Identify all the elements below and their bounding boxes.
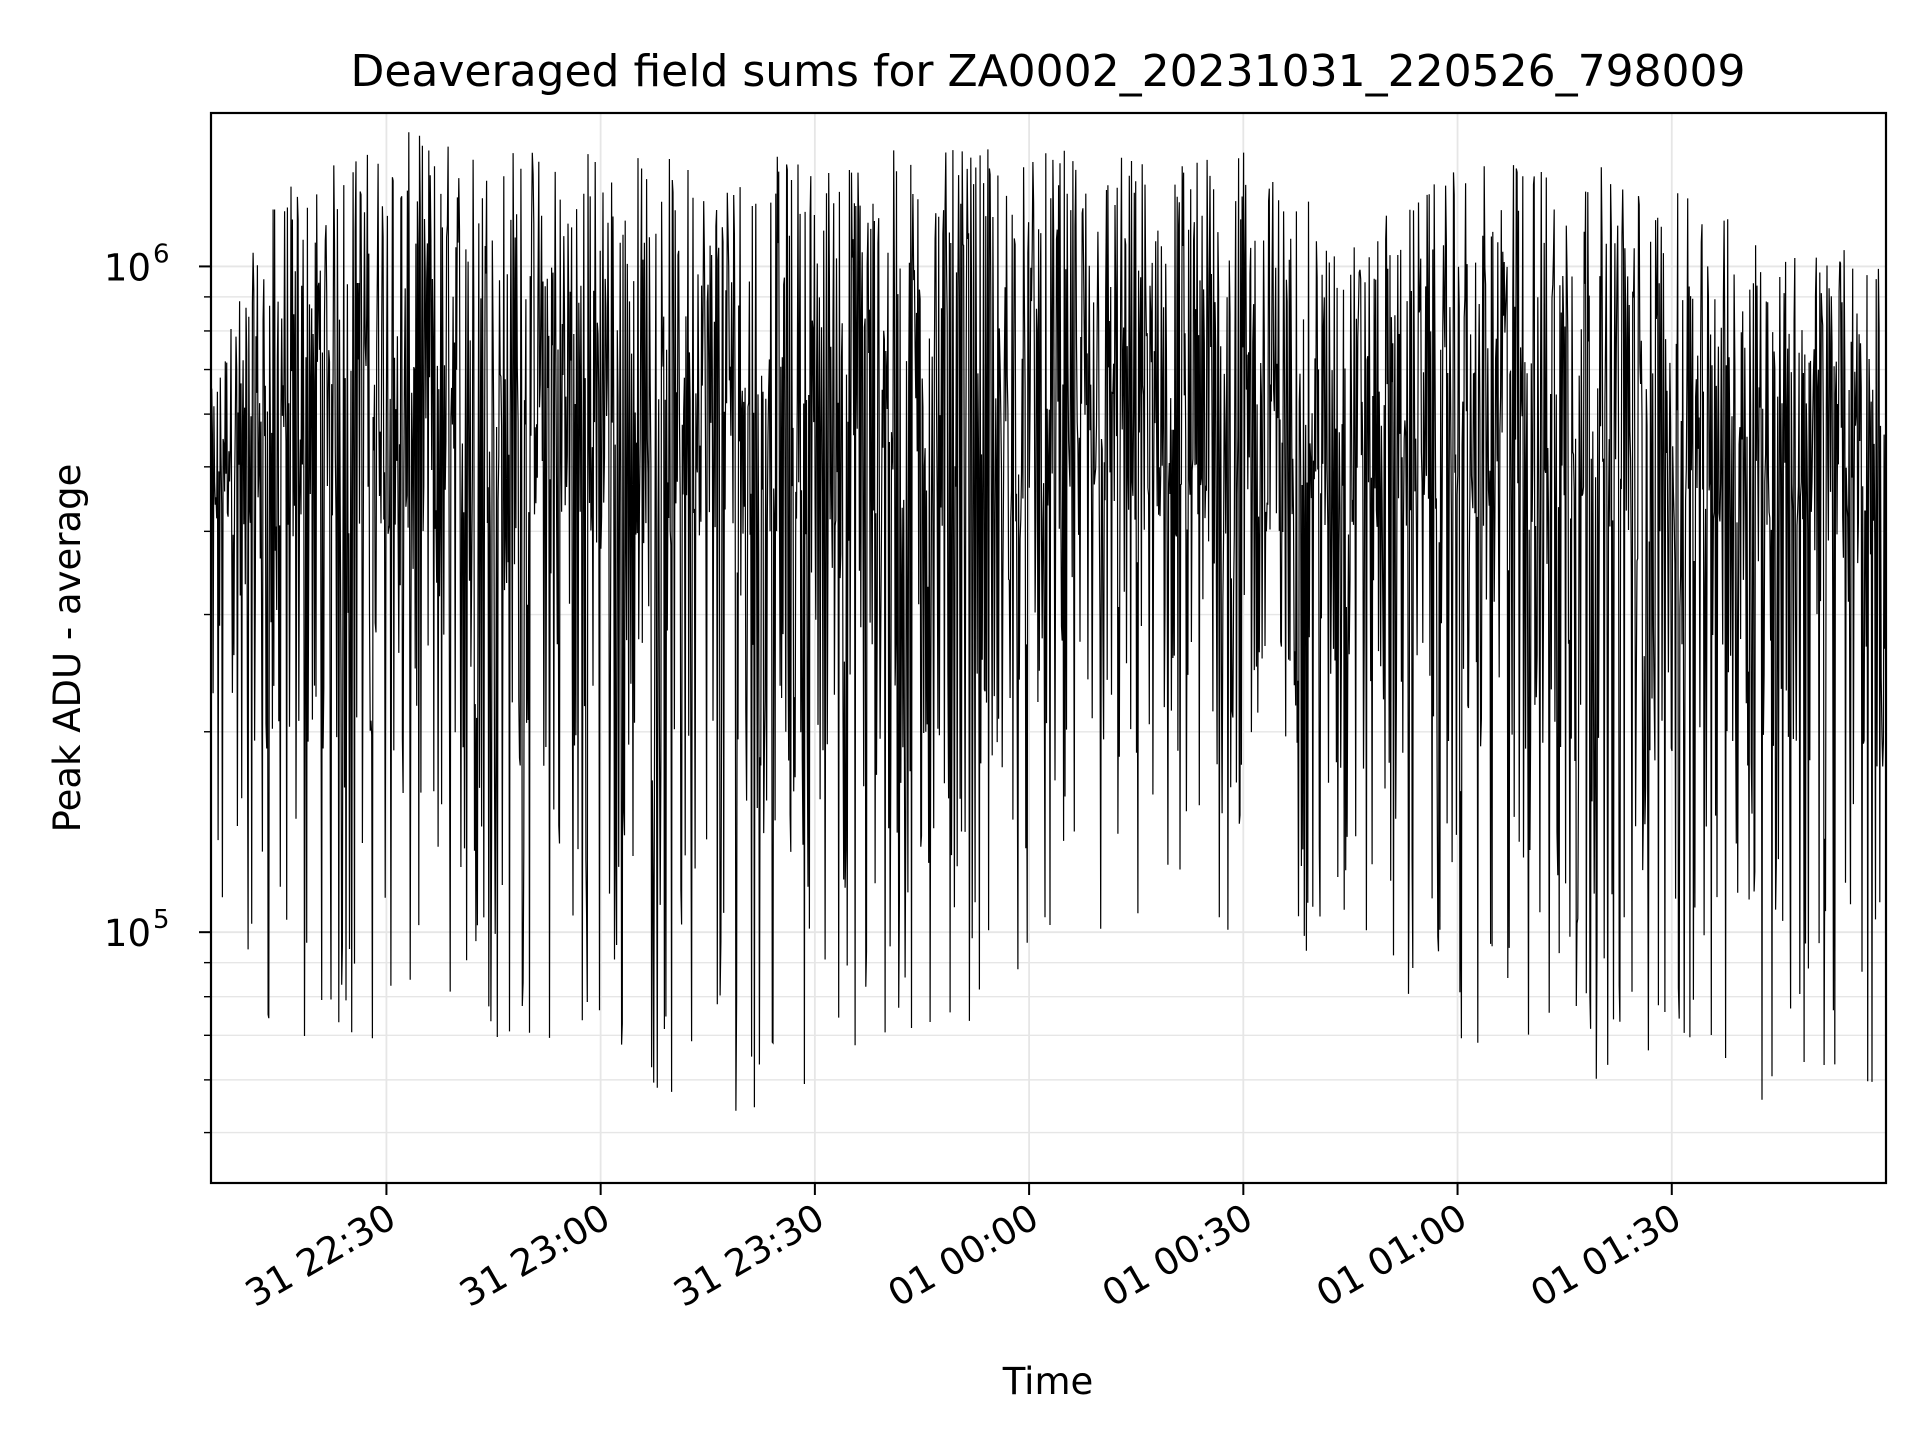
y-tick-label-base: 10 [104, 246, 151, 289]
y-tick-label-exponent: 6 [153, 239, 170, 269]
y-tick-label: 10 [104, 912, 151, 955]
series-line [210, 132, 1887, 1111]
x-axis-label: Time [1002, 1360, 1094, 1403]
y-tick-label: 10 [104, 246, 151, 289]
chart-title: Deaveraged field sums for ZA0002_2023103… [350, 46, 1745, 97]
plot-frame [209, 111, 1888, 1185]
y-axis-label: Peak ADU - average [46, 464, 89, 833]
y-tick-label-base: 10 [104, 912, 151, 955]
y-tick-label-exponent: 5 [153, 905, 170, 935]
series-layer [210, 132, 1887, 1111]
